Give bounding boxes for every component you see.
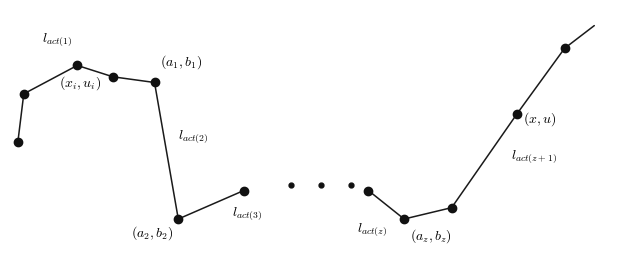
Text: $(a_1,b_1)$: $(a_1,b_1)$ (160, 53, 203, 71)
Text: $l_{act(1)}$: $l_{act(1)}$ (42, 32, 72, 48)
Text: $(x_i,u_i)$: $(x_i,u_i)$ (59, 74, 102, 92)
Text: $(x,u)$: $(x,u)$ (523, 111, 557, 128)
Text: $l_{act(z)}$: $l_{act(z)}$ (356, 222, 387, 238)
Text: $l_{act(z+1)}$: $l_{act(z+1)}$ (511, 148, 557, 165)
Text: $(a_z,b_z)$: $(a_z,b_z)$ (410, 227, 452, 245)
Text: $(a_2,b_2)$: $(a_2,b_2)$ (131, 224, 173, 242)
Text: $l_{act(2)}$: $l_{act(2)}$ (178, 128, 209, 145)
Text: $l_{act(3)}$: $l_{act(3)}$ (232, 205, 262, 222)
